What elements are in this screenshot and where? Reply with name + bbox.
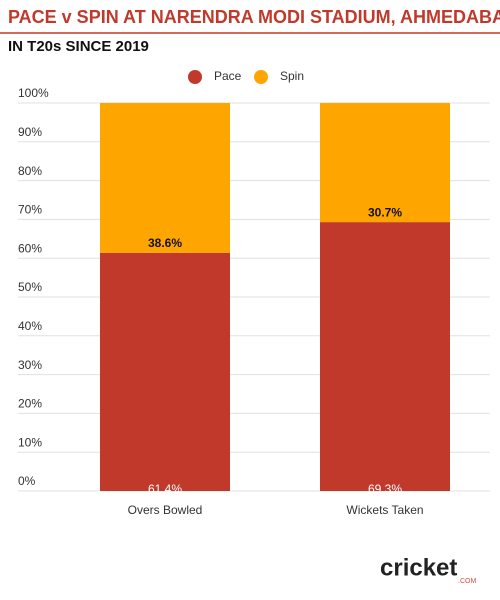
y-tick-label: 20% (18, 397, 42, 411)
chart-subtitle: IN T20s SINCE 2019 (8, 38, 149, 55)
data-label: 61.4% (148, 482, 182, 496)
x-tick-label: Wickets Taken (346, 503, 423, 517)
y-tick-label: 70% (18, 203, 42, 217)
bar-segment (320, 222, 450, 491)
data-label: 69.3% (368, 482, 402, 496)
legend-label: Spin (280, 69, 304, 83)
logo-text: cricket (380, 554, 457, 581)
y-tick-label: 60% (18, 241, 42, 255)
legend-label: Pace (214, 69, 242, 83)
data-label: 38.6% (148, 236, 182, 250)
bar-segment (100, 252, 230, 491)
y-tick-label: 50% (18, 280, 42, 294)
legend-swatch (254, 70, 268, 84)
y-tick-label: 0% (18, 474, 36, 488)
bar-segment (100, 103, 230, 253)
chart-title: PACE v SPIN AT NARENDRA MODI STADIUM, AH… (8, 7, 500, 27)
y-tick-label: 90% (18, 125, 42, 139)
legend-swatch (188, 70, 202, 84)
y-tick-label: 40% (18, 319, 42, 333)
x-tick-label: Overs Bowled (128, 503, 203, 517)
y-tick-label: 100% (18, 86, 49, 100)
bar-segment (320, 103, 450, 223)
y-tick-label: 10% (18, 435, 42, 449)
y-tick-label: 30% (18, 358, 42, 372)
logo-sub: .COM (458, 578, 476, 585)
data-label: 30.7% (368, 205, 402, 219)
y-tick-label: 80% (18, 164, 42, 178)
